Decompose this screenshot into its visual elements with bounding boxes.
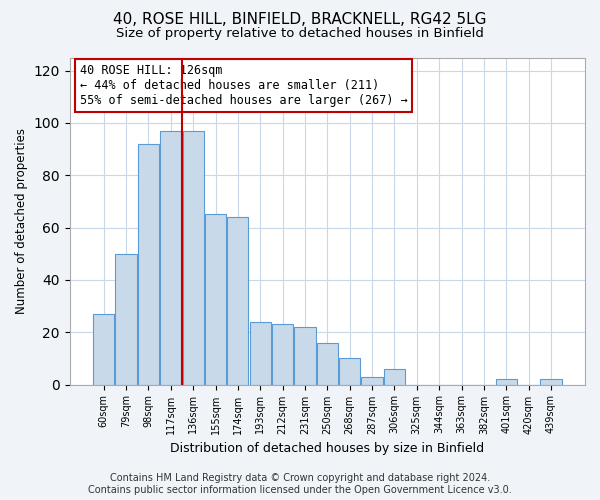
Bar	[205, 214, 226, 384]
Bar	[496, 380, 517, 384]
Bar	[160, 131, 181, 384]
Bar	[182, 131, 204, 384]
Bar	[541, 380, 562, 384]
Bar	[317, 342, 338, 384]
Bar	[115, 254, 137, 384]
Bar	[227, 217, 248, 384]
Bar	[384, 369, 405, 384]
Bar	[250, 322, 271, 384]
Bar	[295, 327, 316, 384]
Bar	[361, 376, 383, 384]
Text: Size of property relative to detached houses in Binfield: Size of property relative to detached ho…	[116, 28, 484, 40]
Text: Contains HM Land Registry data © Crown copyright and database right 2024.
Contai: Contains HM Land Registry data © Crown c…	[88, 474, 512, 495]
Y-axis label: Number of detached properties: Number of detached properties	[15, 128, 28, 314]
Bar	[272, 324, 293, 384]
Bar	[93, 314, 115, 384]
Text: 40 ROSE HILL: 126sqm
← 44% of detached houses are smaller (211)
55% of semi-deta: 40 ROSE HILL: 126sqm ← 44% of detached h…	[80, 64, 408, 107]
Bar	[138, 144, 159, 384]
X-axis label: Distribution of detached houses by size in Binfield: Distribution of detached houses by size …	[170, 442, 484, 455]
Text: 40, ROSE HILL, BINFIELD, BRACKNELL, RG42 5LG: 40, ROSE HILL, BINFIELD, BRACKNELL, RG42…	[113, 12, 487, 28]
Bar	[339, 358, 361, 384]
